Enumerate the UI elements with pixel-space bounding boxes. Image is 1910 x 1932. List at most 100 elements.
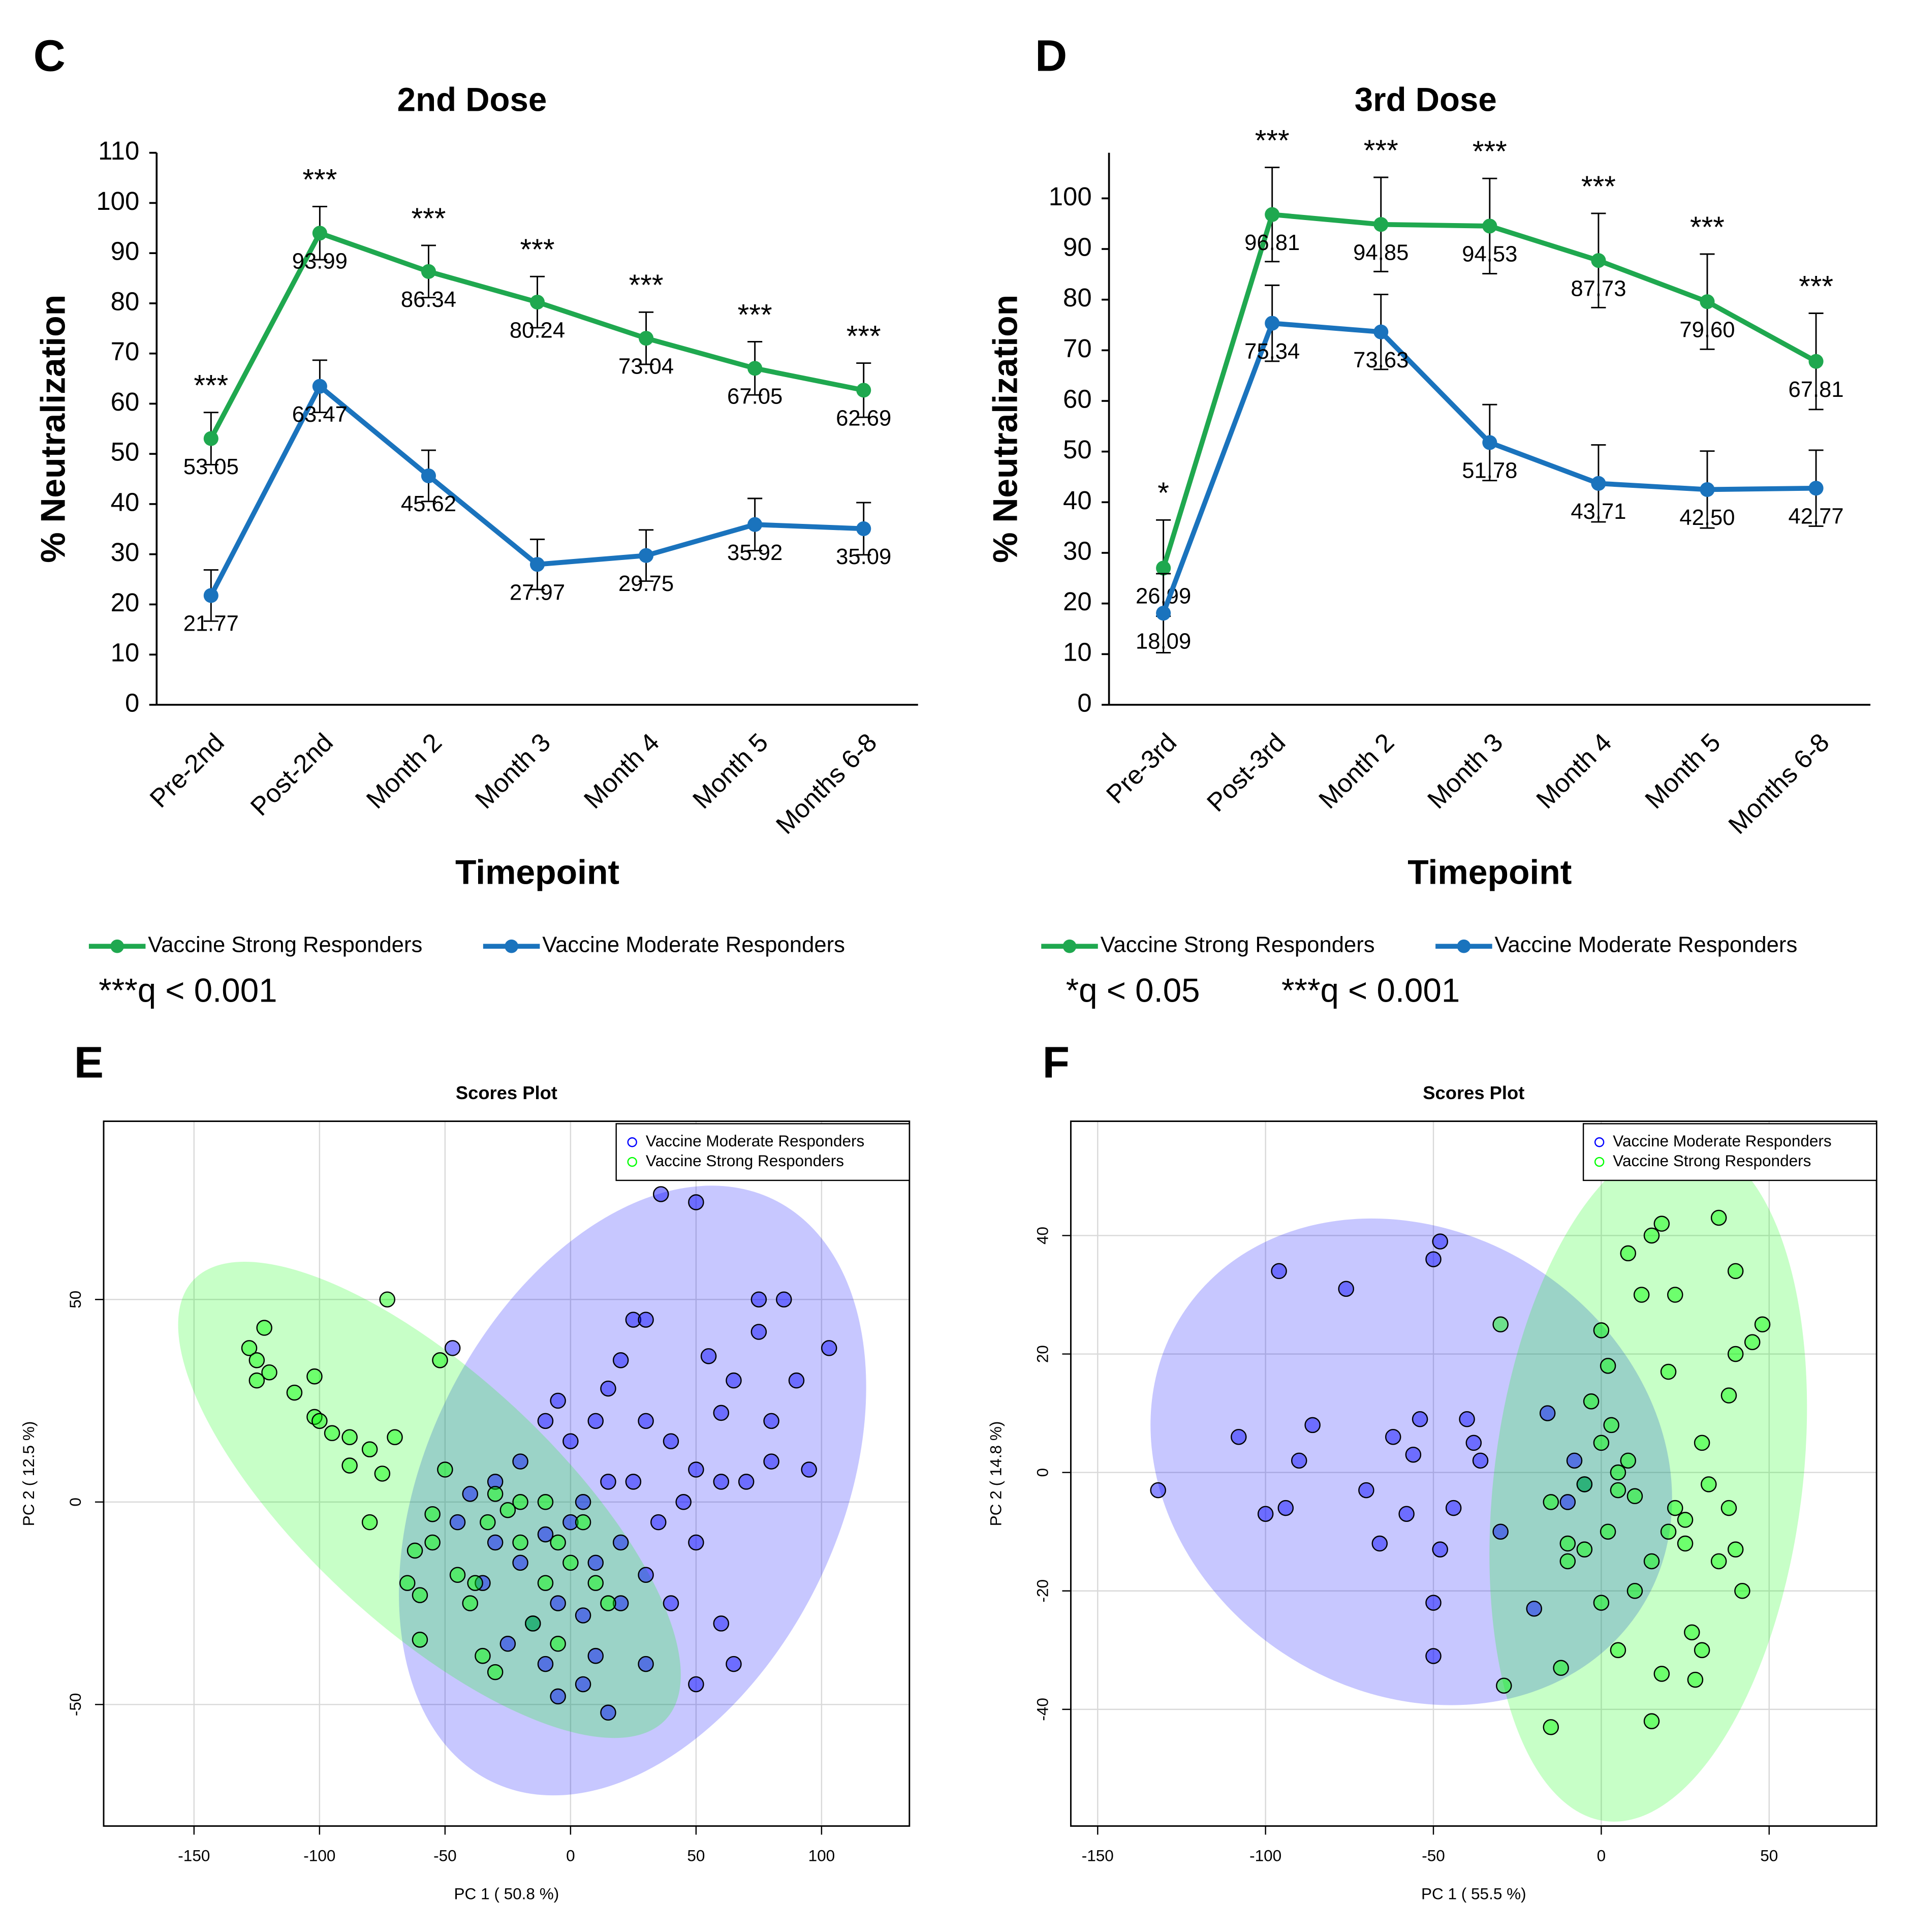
legend-label: Vaccine Moderate Responders xyxy=(1495,932,1798,957)
data-point xyxy=(575,1676,591,1693)
data-point xyxy=(1720,1387,1737,1404)
data-point xyxy=(480,1514,496,1531)
significance: *** xyxy=(520,233,555,266)
data-point xyxy=(248,1352,265,1368)
data-point xyxy=(421,264,436,279)
chart-title: Scores Plot xyxy=(456,1082,557,1103)
data-point xyxy=(1710,1553,1727,1570)
data-point xyxy=(1231,1428,1247,1445)
data-point xyxy=(1734,1583,1750,1599)
data-point xyxy=(1277,1500,1294,1516)
x-tick-label: -50 xyxy=(1422,1846,1445,1864)
data-point xyxy=(575,1494,591,1510)
data-point xyxy=(600,1474,616,1490)
legend-marker xyxy=(1062,939,1077,953)
value-label: 35.92 xyxy=(727,540,782,565)
data-point xyxy=(361,1514,378,1531)
data-point xyxy=(341,1429,358,1446)
x-tick-label: Month 4 xyxy=(1530,728,1617,814)
x-tick-label: Months 6-8 xyxy=(770,728,882,839)
data-point xyxy=(1620,1452,1637,1469)
value-label: 75.34 xyxy=(1244,339,1300,364)
data-point xyxy=(639,331,654,346)
data-point xyxy=(747,361,763,376)
data-point xyxy=(1600,1523,1616,1540)
data-point xyxy=(587,1647,604,1664)
data-point xyxy=(462,1486,479,1502)
data-point xyxy=(1412,1411,1428,1427)
data-point xyxy=(726,1372,742,1389)
panel-letter: E xyxy=(74,1038,104,1087)
data-point xyxy=(750,1291,767,1308)
data-point xyxy=(763,1453,779,1470)
data-point xyxy=(612,1352,629,1368)
data-point xyxy=(437,1461,453,1478)
legend-marker xyxy=(1594,1137,1605,1147)
x-tick-label: -150 xyxy=(1082,1846,1114,1864)
data-point xyxy=(1660,1363,1677,1380)
data-point xyxy=(499,1636,516,1652)
data-point xyxy=(1727,1263,1744,1280)
data-point xyxy=(248,1372,265,1389)
y-tick-label: 110 xyxy=(98,136,139,165)
data-point xyxy=(1465,1435,1482,1451)
legend-marker xyxy=(627,1157,637,1167)
data-point xyxy=(412,1587,428,1603)
legend-label: Vaccine Moderate Responders xyxy=(542,932,845,957)
data-point xyxy=(738,1474,755,1490)
data-point xyxy=(747,517,763,532)
data-point xyxy=(512,1534,528,1551)
data-point xyxy=(256,1320,272,1336)
data-point xyxy=(444,1340,461,1356)
y-tick-label: 60 xyxy=(1063,384,1092,413)
value-label: 93.99 xyxy=(292,248,348,273)
data-point xyxy=(600,1704,616,1721)
x-axis-label: PC 1 ( 55.5 %) xyxy=(1421,1885,1526,1903)
data-point xyxy=(1257,1506,1274,1522)
legend-box xyxy=(1582,1123,1877,1181)
y-tick-label: -40 xyxy=(1033,1698,1051,1721)
data-point xyxy=(1304,1417,1321,1434)
data-point xyxy=(1593,1435,1610,1451)
data-point xyxy=(1405,1446,1422,1463)
data-point xyxy=(525,1615,541,1632)
data-point xyxy=(1265,207,1280,222)
data-point xyxy=(1559,1553,1576,1570)
data-point xyxy=(612,1534,629,1551)
data-point xyxy=(286,1384,303,1401)
data-point xyxy=(713,1474,730,1490)
data-point xyxy=(1700,294,1715,309)
y-tick-label: 40 xyxy=(111,487,140,516)
legend-marker xyxy=(1457,939,1471,953)
data-point xyxy=(537,1656,554,1672)
data-point xyxy=(550,1688,566,1705)
x-tick-label: -150 xyxy=(178,1846,210,1864)
data-point xyxy=(1610,1482,1626,1499)
value-label: 87.73 xyxy=(1571,276,1626,301)
data-point xyxy=(1566,1452,1583,1469)
y-axis-label: % Neutralization xyxy=(987,295,1025,563)
value-label: 94.85 xyxy=(1353,240,1408,265)
data-point xyxy=(512,1453,528,1470)
y-tick-label: 10 xyxy=(111,638,140,667)
legend-box xyxy=(615,1123,910,1181)
data-point xyxy=(550,1636,566,1652)
data-point xyxy=(399,1575,416,1591)
x-tick-label: Months 6-8 xyxy=(1723,728,1834,839)
legend-marker xyxy=(110,939,124,953)
value-label: 29.75 xyxy=(618,571,674,596)
data-point xyxy=(1539,1405,1556,1421)
value-label: 27.97 xyxy=(510,580,565,605)
data-point xyxy=(688,1534,704,1551)
data-point xyxy=(241,1340,258,1356)
y-tick-label: -20 xyxy=(1033,1579,1051,1603)
value-label: 63.47 xyxy=(292,402,348,427)
y-tick-label: 90 xyxy=(111,237,140,266)
value-label: 73.04 xyxy=(618,354,674,379)
confidence-ellipse xyxy=(178,1262,681,1738)
data-point xyxy=(587,1413,604,1429)
significance: *** xyxy=(847,320,881,353)
data-point xyxy=(1808,354,1824,369)
data-point xyxy=(638,1567,654,1583)
